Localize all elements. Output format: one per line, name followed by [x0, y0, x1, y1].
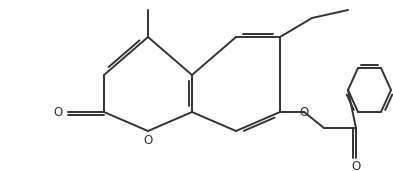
- Text: O: O: [299, 106, 309, 119]
- Text: O: O: [351, 160, 361, 171]
- Text: O: O: [143, 134, 152, 147]
- Text: O: O: [54, 106, 63, 119]
